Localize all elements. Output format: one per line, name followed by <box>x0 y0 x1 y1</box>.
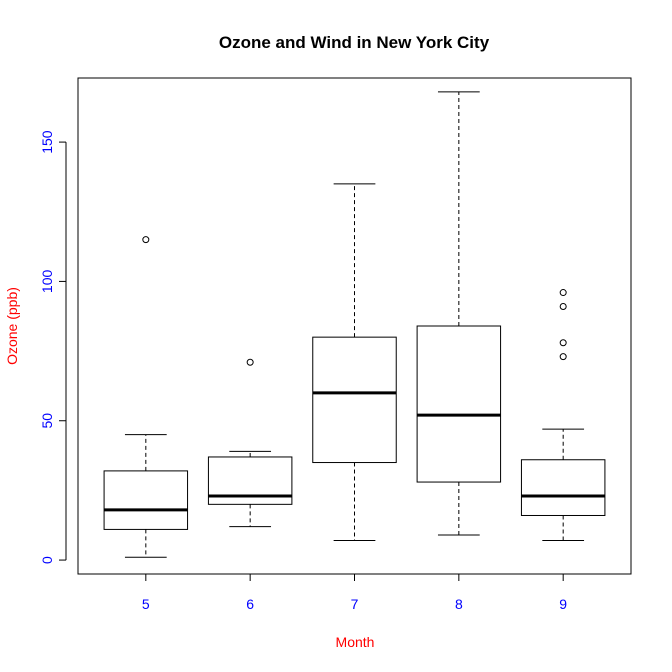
outlier-point <box>559 289 567 297</box>
box-7 <box>312 183 397 542</box>
y-tick-label: 100 <box>39 270 55 294</box>
x-tick-label: 6 <box>246 596 254 612</box>
y-axis-title: Ozone (ppb) <box>4 287 20 365</box>
box-9 <box>520 289 606 542</box>
outlier-point <box>142 236 150 244</box>
box-group <box>103 91 606 558</box>
x-tick-label: 9 <box>559 596 567 612</box>
x-tick-label: 8 <box>455 596 463 612</box>
iqr-box <box>416 325 502 483</box>
x-tick-label: 7 <box>351 596 359 612</box>
outlier-point <box>559 339 567 347</box>
box-5 <box>103 236 189 558</box>
x-axis: 5 6 7 8 9 <box>142 573 567 612</box>
x-axis-title: Month <box>336 634 375 650</box>
y-tick-label: 50 <box>39 413 55 429</box>
x-tick-label: 5 <box>142 596 150 612</box>
outlier-point <box>246 358 254 366</box>
iqr-box <box>312 336 397 464</box>
outlier-point <box>559 353 567 361</box>
y-tick-label: 0 <box>39 556 55 564</box>
chart-title: Ozone and Wind in New York City <box>219 33 490 52</box>
box-8 <box>416 91 502 536</box>
outlier-point <box>559 302 567 310</box>
box-6 <box>207 358 293 528</box>
y-axis: 0 50 100 150 <box>39 130 67 564</box>
y-tick-label: 150 <box>39 130 55 154</box>
iqr-box <box>103 470 189 530</box>
iqr-box <box>520 459 606 516</box>
